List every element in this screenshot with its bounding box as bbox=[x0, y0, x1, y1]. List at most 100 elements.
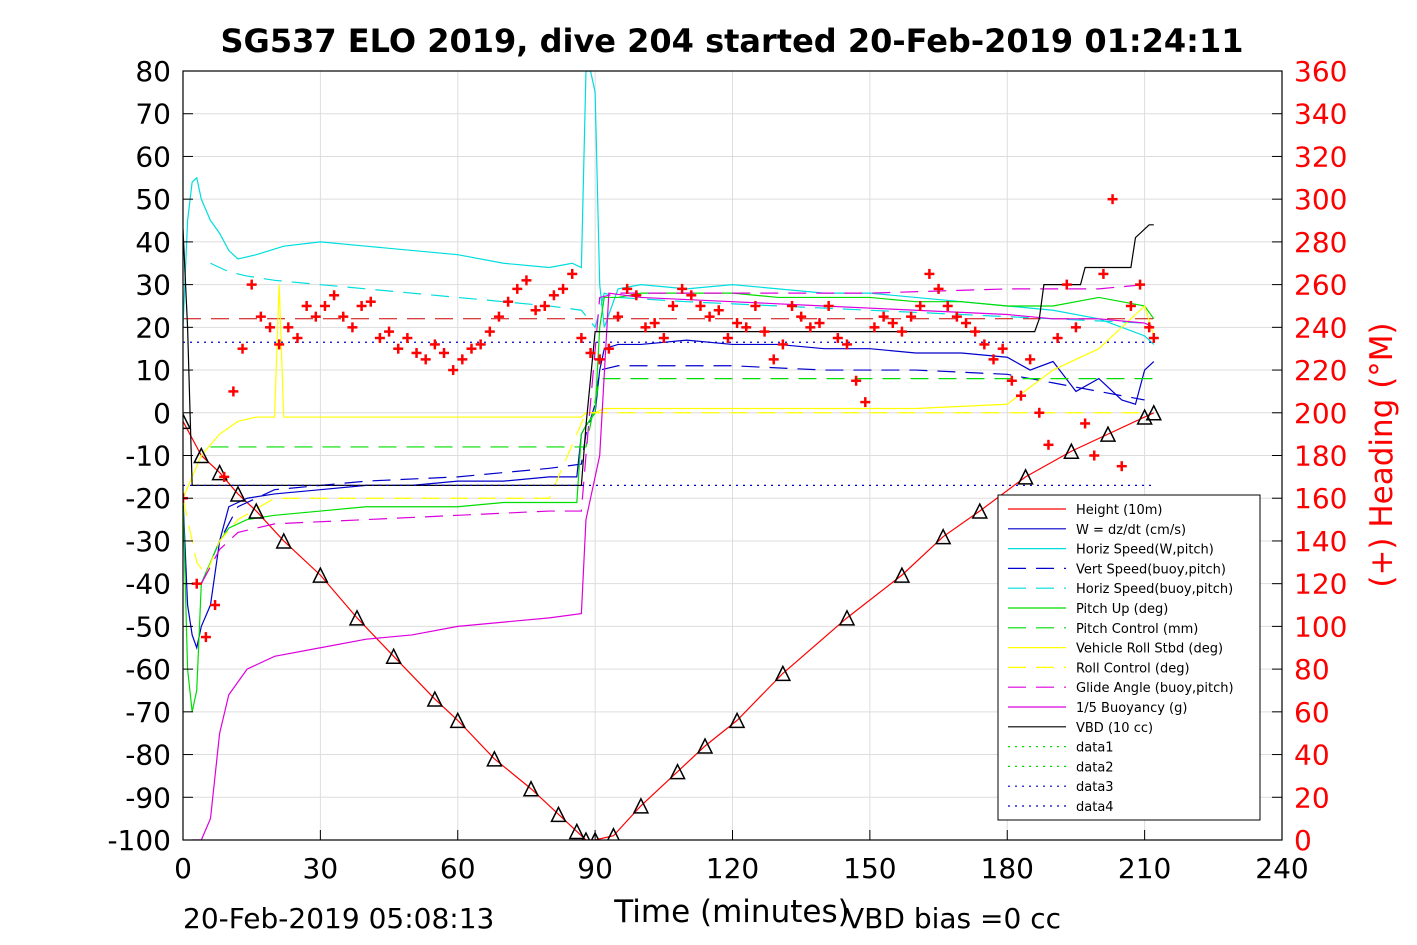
legend-entry: Height (10m) bbox=[1076, 503, 1162, 518]
heading-point bbox=[356, 300, 367, 311]
height-marker bbox=[385, 647, 402, 665]
heading-point bbox=[677, 283, 688, 294]
heading-point bbox=[704, 311, 715, 322]
heading-point bbox=[558, 283, 569, 294]
y-right-tick-label: 140 bbox=[1294, 525, 1347, 558]
heading-point bbox=[686, 290, 697, 301]
height-marker bbox=[1099, 425, 1117, 442]
heading-point bbox=[796, 311, 807, 322]
series-line-7 bbox=[183, 284, 1155, 499]
heading-point bbox=[338, 311, 349, 322]
heading-point bbox=[732, 318, 743, 329]
heading-point bbox=[759, 326, 770, 337]
height-marker bbox=[183, 412, 192, 430]
heading-point bbox=[219, 471, 230, 482]
height-marker bbox=[568, 822, 586, 840]
heading-point bbox=[878, 311, 889, 322]
heading-point bbox=[805, 322, 816, 333]
heading-point bbox=[365, 296, 376, 307]
y-tick-label: 70 bbox=[135, 98, 171, 131]
heading-point bbox=[439, 347, 450, 358]
heading-point bbox=[823, 300, 834, 311]
heading-point bbox=[851, 375, 862, 386]
heading-point bbox=[1043, 439, 1054, 450]
footer-timestamp: 20-Feb-2019 05:08:13 bbox=[183, 902, 494, 935]
y-tick-label: -60 bbox=[125, 653, 171, 686]
legend-entry: W = dz/dt (cm/s) bbox=[1076, 523, 1186, 538]
x-tick-label: 0 bbox=[174, 852, 192, 885]
y-right-tick-label: 200 bbox=[1294, 397, 1347, 430]
heading-point bbox=[265, 322, 276, 333]
heading-point bbox=[274, 339, 285, 350]
y-tick-label: -50 bbox=[125, 610, 171, 643]
heading-point bbox=[658, 333, 669, 344]
heading-point bbox=[310, 311, 321, 322]
height-marker bbox=[696, 737, 714, 754]
legend-entry: Glide Angle (buoy,pitch) bbox=[1076, 681, 1234, 696]
heading-point bbox=[1006, 375, 1017, 386]
heading-point bbox=[613, 311, 624, 322]
heading-point bbox=[1070, 322, 1081, 333]
heading-point bbox=[750, 300, 761, 311]
heading-point bbox=[1144, 322, 1155, 333]
legend: Height (10m) W = dz/dt (cm/s) Horiz Speed(… bbox=[997, 494, 1261, 821]
height-marker bbox=[248, 502, 265, 519]
x-tick-label: 150 bbox=[843, 852, 896, 885]
legend-entry: Pitch Up (deg) bbox=[1076, 602, 1168, 617]
y-tick-label: 10 bbox=[135, 354, 171, 387]
y-tick-label: 80 bbox=[135, 55, 171, 88]
heading-point bbox=[420, 354, 431, 365]
legend-entry: 1/5 Buoyancy (g) bbox=[1076, 701, 1187, 716]
heading-point bbox=[924, 268, 935, 279]
legend-entry: Vehicle Roll Stbd (deg) bbox=[1076, 642, 1223, 657]
heading-point bbox=[951, 311, 962, 322]
legend-entry: data1 bbox=[1076, 741, 1114, 756]
heading-point bbox=[585, 347, 596, 358]
heading-point bbox=[1116, 461, 1127, 472]
heading-point bbox=[814, 318, 825, 329]
height-marker bbox=[774, 664, 792, 682]
y-right-tick-label: 80 bbox=[1294, 653, 1330, 686]
heading-point bbox=[466, 343, 477, 354]
y-right-tick-label: 60 bbox=[1294, 696, 1330, 729]
heading-point bbox=[1148, 333, 1159, 344]
series-line-10 bbox=[192, 292, 1155, 840]
heading-point bbox=[493, 311, 504, 322]
y-tick-label: 30 bbox=[135, 269, 171, 302]
heading-point bbox=[329, 290, 340, 301]
heading-point bbox=[228, 386, 239, 397]
x-ticks: 0 30 60 90 120 150 180 210 240 bbox=[174, 830, 1309, 885]
heading-point bbox=[1061, 279, 1072, 290]
height-marker bbox=[971, 502, 988, 519]
heading-point bbox=[210, 600, 221, 611]
heading-point bbox=[576, 333, 587, 344]
x-tick-label: 60 bbox=[440, 852, 476, 885]
heading-point bbox=[503, 296, 514, 307]
y-tick-label: 50 bbox=[135, 183, 171, 216]
y-right-tick-label: 40 bbox=[1294, 739, 1330, 772]
y-tick-label: 20 bbox=[135, 311, 171, 344]
heading-point bbox=[640, 322, 651, 333]
heading-point bbox=[402, 333, 413, 344]
heading-point bbox=[988, 354, 999, 365]
heading-point bbox=[384, 326, 395, 337]
height-marker bbox=[312, 566, 329, 583]
y-right-ticks: 3603403203002802602402202001801601401201… bbox=[1272, 55, 1347, 857]
height-marker bbox=[893, 566, 911, 583]
heading-point bbox=[970, 326, 981, 337]
heading-point bbox=[429, 339, 440, 350]
y-tick-label: -40 bbox=[125, 568, 171, 601]
heading-point bbox=[869, 322, 880, 333]
heading-point bbox=[374, 333, 385, 344]
heading-point bbox=[567, 268, 578, 279]
heading-point bbox=[301, 300, 312, 311]
height-marker bbox=[426, 690, 444, 707]
heading-point bbox=[1135, 279, 1146, 290]
y-tick-label: -90 bbox=[125, 781, 171, 814]
y-right-tick-label: 220 bbox=[1294, 354, 1347, 387]
right-axis-label: (+) Heading (°M) bbox=[1364, 322, 1400, 587]
y-right-tick-label: 20 bbox=[1294, 781, 1330, 814]
legend-entry: Roll Control (deg) bbox=[1076, 661, 1190, 676]
heading-point bbox=[906, 311, 917, 322]
